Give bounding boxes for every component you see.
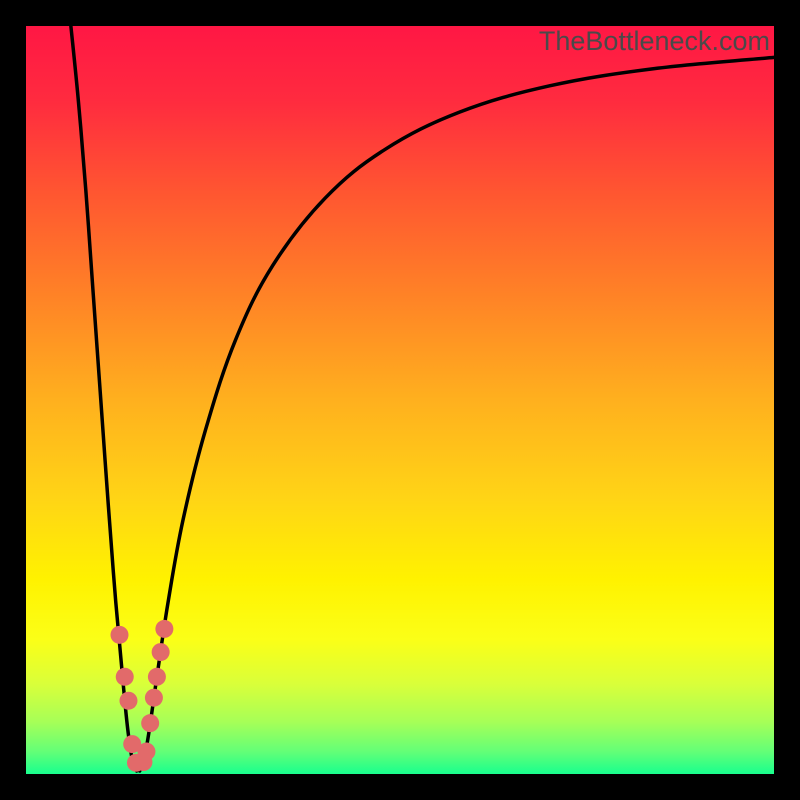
- data-marker: [141, 714, 159, 732]
- data-marker: [145, 689, 163, 707]
- plot-area: [26, 26, 774, 774]
- data-marker: [137, 743, 155, 761]
- right-branch-curve: [140, 57, 774, 771]
- curve-overlay: [26, 26, 774, 774]
- chart-root: TheBottleneck.com: [0, 0, 800, 800]
- left-branch-curve: [71, 26, 137, 771]
- data-marker: [116, 668, 134, 686]
- data-marker: [152, 643, 170, 661]
- data-markers-group: [111, 620, 174, 772]
- watermark-text: TheBottleneck.com: [539, 26, 770, 57]
- data-marker: [148, 668, 166, 686]
- data-marker: [111, 626, 129, 644]
- data-marker: [155, 620, 173, 638]
- data-marker: [119, 692, 137, 710]
